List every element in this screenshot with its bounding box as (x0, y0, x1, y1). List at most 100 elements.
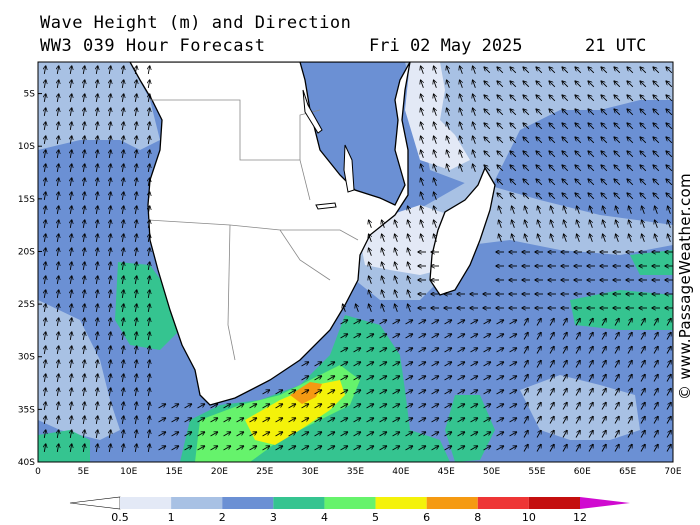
direction-arrow (249, 404, 257, 409)
direction-arrow (395, 262, 398, 270)
direction-arrow (57, 178, 58, 187)
direction-arrow (562, 151, 569, 158)
direction-arrow (509, 362, 517, 367)
direction-arrow (44, 164, 45, 173)
direction-arrow (148, 360, 149, 369)
direction-arrow (470, 334, 478, 339)
direction-arrow (96, 164, 97, 173)
direction-arrow (382, 276, 385, 284)
latitude-label: 30S (18, 353, 35, 363)
direction-arrow (70, 220, 71, 229)
legend-tick-label: 5 (372, 511, 379, 524)
direction-arrow (57, 136, 58, 145)
direction-arrow (148, 206, 149, 215)
direction-arrow (369, 262, 372, 270)
direction-arrow (122, 220, 123, 229)
direction-arrow (421, 178, 424, 186)
direction-arrow (434, 94, 437, 102)
direction-arrow (301, 446, 309, 451)
latitude-label: 10S (18, 142, 35, 152)
direction-arrow (369, 304, 372, 312)
direction-arrow (395, 220, 398, 228)
direction-arrow (653, 347, 658, 354)
direction-arrow (353, 446, 361, 451)
direction-arrow (366, 320, 374, 325)
direction-arrow (523, 193, 530, 200)
direction-arrow (509, 334, 517, 339)
direction-arrow (523, 333, 528, 340)
direction-arrow (473, 122, 476, 130)
direction-arrow (44, 192, 45, 201)
direction-arrow (109, 164, 110, 173)
direction-arrow (666, 389, 671, 396)
direction-arrow (421, 164, 424, 172)
direction-arrow (601, 347, 606, 354)
direction-arrow (653, 375, 658, 382)
sea-band-3-4m (445, 395, 495, 462)
direction-arrow (369, 234, 372, 242)
direction-arrow (457, 320, 465, 325)
direction-arrow (434, 234, 437, 242)
direction-arrow (431, 432, 439, 437)
direction-arrow (148, 388, 149, 397)
direction-arrow (536, 109, 543, 116)
direction-arrow (457, 390, 465, 395)
direction-arrow (640, 431, 645, 438)
direction-arrow (135, 164, 136, 173)
direction-arrow (57, 388, 58, 397)
direction-arrow (109, 220, 110, 229)
direction-arrow (109, 122, 110, 131)
direction-arrow (148, 430, 149, 439)
direction-arrow (447, 66, 450, 74)
direction-arrow (405, 418, 413, 423)
direction-arrow (356, 304, 359, 312)
direction-arrow (431, 334, 439, 339)
forecast-time: 21 UTC (585, 36, 647, 56)
direction-arrow (614, 389, 619, 396)
chart-title: Wave Height (m) and Direction (40, 13, 352, 33)
direction-arrow (44, 150, 45, 159)
direction-arrow (395, 234, 398, 242)
direction-arrow (340, 320, 348, 325)
legend-tick-label: 4 (321, 511, 328, 524)
direction-arrow (96, 318, 97, 327)
direction-arrow (536, 319, 541, 326)
direction-arrow (457, 418, 465, 423)
direction-arrow (601, 389, 606, 396)
direction-arrow (148, 178, 149, 187)
direction-arrow (109, 430, 110, 439)
direction-arrow (614, 333, 619, 340)
direction-arrow (457, 334, 465, 339)
direction-arrow (379, 334, 387, 339)
direction-arrow (405, 348, 413, 353)
direction-arrow (418, 376, 426, 381)
direction-arrow (562, 137, 569, 144)
brand-watermark: © www.PassageWeather.com (676, 173, 696, 420)
direction-arrow (96, 416, 97, 425)
direction-arrow (395, 290, 398, 298)
direction-arrow (70, 178, 71, 187)
direction-arrow (70, 234, 71, 243)
legend-tick-label: 2 (219, 511, 226, 524)
direction-arrow (642, 206, 645, 214)
direction-arrow (57, 318, 58, 327)
direction-arrow (83, 444, 84, 453)
direction-arrow (135, 248, 136, 257)
direction-arrow (642, 220, 645, 228)
legend-tick-label: 1 (168, 511, 175, 524)
direction-arrow (497, 109, 504, 116)
direction-arrow (640, 179, 647, 186)
direction-arrow (627, 95, 634, 102)
direction-arrow (109, 332, 110, 341)
direction-arrow (275, 418, 283, 423)
direction-arrow (614, 81, 621, 88)
legend-tick-label: 10 (522, 511, 536, 524)
direction-arrow (44, 416, 45, 425)
direction-arrow (496, 418, 504, 423)
direction-arrow (353, 432, 361, 437)
direction-arrow (122, 318, 123, 327)
direction-arrow (601, 333, 606, 340)
direction-arrow (96, 290, 97, 299)
direction-arrow (314, 376, 322, 381)
direction-arrow (122, 178, 123, 187)
